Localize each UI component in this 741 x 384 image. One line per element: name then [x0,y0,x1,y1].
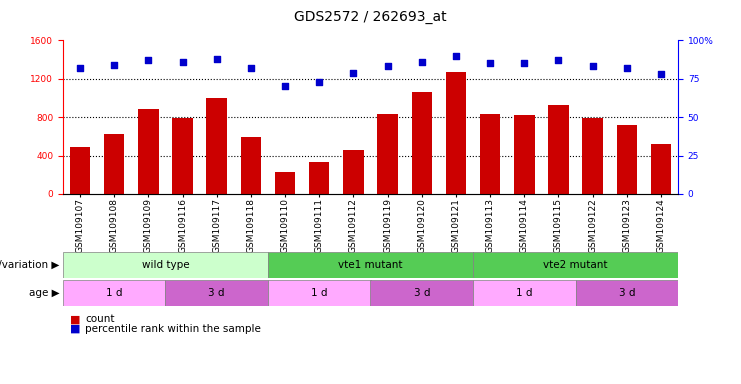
Point [210,56,222,62]
Point [313,79,325,85]
Point [450,53,462,59]
Point [142,57,154,63]
Bar [576,280,678,306]
Text: 3 d: 3 d [208,288,225,298]
Point [245,65,257,71]
Point [621,65,633,71]
Bar [548,104,568,194]
Bar [207,98,227,194]
Bar [480,114,500,194]
Bar [309,162,330,194]
Text: percentile rank within the sample: percentile rank within the sample [85,324,261,334]
Text: ■: ■ [70,314,81,324]
Bar [370,280,473,306]
Point [553,57,565,63]
Text: vte2 mutant: vte2 mutant [543,260,608,270]
Bar [173,118,193,194]
Point [348,70,359,76]
Point [176,59,188,65]
Point [416,59,428,65]
Bar [275,172,296,194]
Point [108,62,120,68]
Bar [377,114,398,194]
Bar [651,144,671,194]
Text: 1 d: 1 d [106,288,122,298]
Point [587,63,599,70]
Text: 3 d: 3 d [619,288,635,298]
Bar [165,280,268,306]
Text: 3 d: 3 d [413,288,430,298]
Bar [104,134,124,194]
Text: 1 d: 1 d [516,288,533,298]
Bar [70,147,90,194]
Point [279,83,291,89]
Bar [268,252,473,278]
Point [74,65,86,71]
Bar [268,280,370,306]
Bar [514,115,534,194]
Bar [411,92,432,194]
Text: GDS2572 / 262693_at: GDS2572 / 262693_at [294,10,447,23]
Text: vte1 mutant: vte1 mutant [338,260,403,270]
Point [518,60,530,66]
Bar [241,137,261,194]
Point [655,71,667,77]
Text: wild type: wild type [142,260,189,270]
Bar [617,125,637,194]
Bar [343,150,364,194]
Point [484,60,496,66]
Point [382,63,393,70]
Text: age ▶: age ▶ [29,288,59,298]
Text: count: count [85,314,115,324]
Bar [445,72,466,194]
Bar [63,280,165,306]
Bar [582,118,603,194]
Bar [473,280,576,306]
Bar [63,252,268,278]
Text: 1 d: 1 d [311,288,328,298]
Bar [138,109,159,194]
Text: genotype/variation ▶: genotype/variation ▶ [0,260,59,270]
Text: ■: ■ [70,324,81,334]
Bar [473,252,678,278]
